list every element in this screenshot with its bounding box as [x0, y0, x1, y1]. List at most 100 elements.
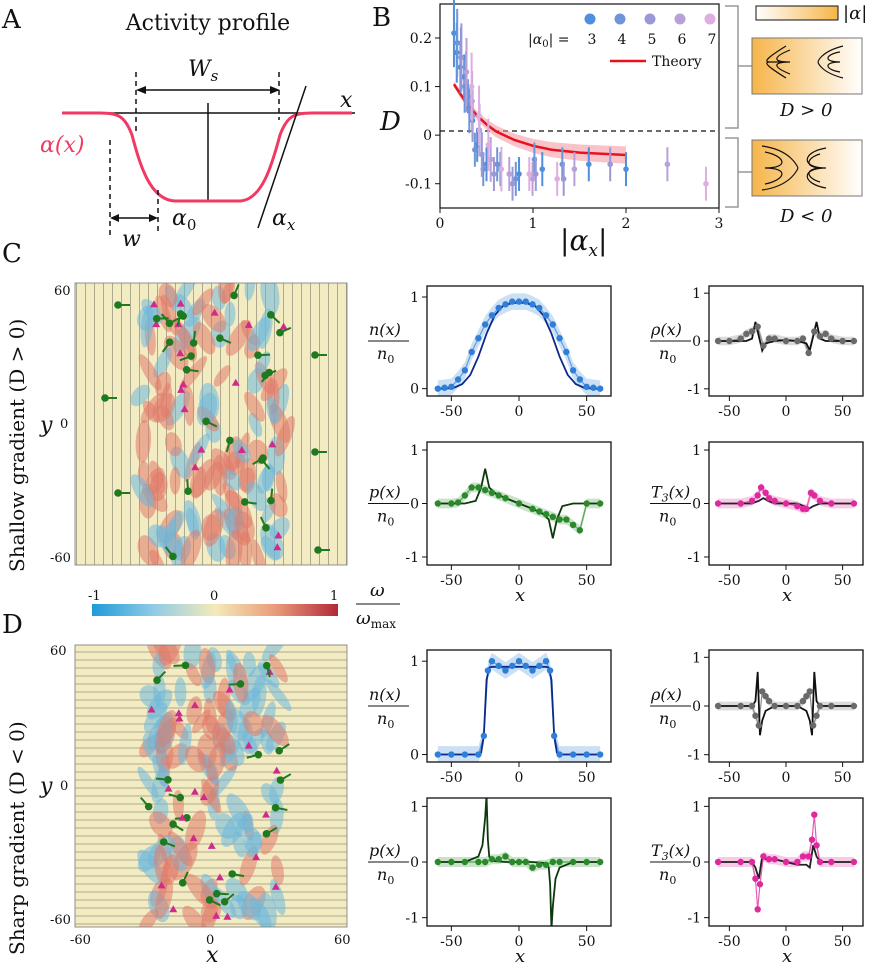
data-point-rho [762, 693, 769, 700]
plus-half-defect-head [228, 870, 237, 878]
data-point-p [536, 508, 543, 515]
data-point-n [454, 376, 462, 383]
data-point-T3 [805, 853, 812, 860]
profile-ytick-label: 0 [692, 855, 701, 871]
profile-xtick-label: 50 [834, 573, 852, 589]
point-7 [703, 180, 709, 187]
data-point-n [522, 298, 529, 305]
data-point-rho [765, 697, 773, 705]
profile-xlabel: x [782, 946, 792, 965]
data-point-T3 [762, 489, 769, 497]
data-point-p [542, 861, 550, 868]
minus-half-defect [169, 905, 178, 913]
plus-half-defect-head [276, 328, 284, 337]
data-point-rho [816, 333, 824, 340]
data-point-T3 [765, 856, 773, 863]
minus-half-defect [176, 299, 185, 307]
data-point-rho [806, 688, 813, 695]
vorticity-patch [164, 432, 182, 457]
plus-half-defect-head [213, 889, 221, 898]
alpha-colorbar-label: |α| [843, 3, 867, 24]
profile-ylabel-num: p(x) [369, 483, 401, 502]
minus-half-defect [274, 531, 283, 539]
profile-xlabel: x [515, 946, 525, 965]
vorticity-patch [222, 481, 243, 515]
profile-ytick-label: 1 [692, 286, 701, 302]
data-point-n [434, 385, 442, 392]
data-point-n [441, 384, 448, 391]
vorticity-patch [255, 351, 271, 375]
data-point-rho [799, 335, 807, 342]
data-point-p [529, 505, 536, 513]
panel-b-ytick-label: 0.1 [410, 80, 432, 96]
data-point-T3 [737, 500, 744, 507]
data-point-T3 [816, 497, 824, 505]
plus-half-defect-head [262, 524, 270, 532]
vorticity-patch [218, 283, 234, 305]
plus-half-defect-head [267, 496, 275, 505]
profile-xtick-label: -50 [718, 934, 741, 950]
vorticity-patch [138, 908, 159, 927]
profile-xtick-label: -50 [440, 770, 463, 786]
data-point-rho [828, 335, 835, 342]
ylabel-den-sub: 0 [387, 874, 394, 887]
profile-ylabel-den: n0 [659, 709, 676, 731]
data-point-rho [850, 337, 858, 345]
vorticity-patch [229, 894, 248, 920]
data-point-T3 [782, 500, 790, 507]
panel-b-side: |α| D > 0 D < 0 [725, 3, 867, 227]
profile-ytick-label: 0 [410, 382, 419, 398]
profile-ytick-label: 0 [692, 497, 701, 513]
profile-xtick-label: -50 [718, 404, 741, 420]
profile-xtick-label: 0 [515, 770, 524, 786]
data-point-p [448, 500, 455, 507]
data-point-p [502, 494, 509, 502]
data-point-rho [850, 702, 858, 710]
ylabel-tail: (x) [669, 841, 691, 860]
vorticity-label-num: ω [370, 580, 385, 601]
panel-letter-b: B [372, 3, 391, 33]
minus-half-defect [147, 705, 156, 713]
legend-value-3: 3 [588, 32, 597, 48]
ylabel-main: T [651, 483, 663, 502]
point-5 [607, 161, 613, 168]
data-point-rho [726, 337, 733, 345]
point-3 [516, 171, 522, 177]
profile-ytick-label: 1 [692, 799, 701, 815]
plus-half-defect-head [164, 775, 172, 784]
data-point-p [515, 500, 523, 507]
vorticity-patch [153, 844, 169, 885]
minus-half-defect [157, 881, 166, 889]
plus-half-defect-head [276, 776, 285, 784]
point-4 [512, 176, 519, 182]
ylabel-den-sub: 0 [669, 874, 676, 887]
defects-d [140, 661, 292, 920]
data-point-n [502, 667, 509, 674]
data-point-T3 [714, 858, 722, 866]
data-point-n [515, 658, 523, 665]
data-point-rho [760, 342, 767, 349]
ylabel-sub: 3 [662, 492, 669, 505]
point-3 [623, 166, 629, 172]
vorticity-patch [215, 812, 237, 840]
flow-c-ylabel: y [39, 413, 53, 438]
data-point-T3 [828, 500, 835, 507]
data-point-T3 [771, 856, 778, 863]
panel-c: C Shallow gradient (D > 0) 60 0 -60 y [2, 239, 348, 572]
data-point-p [536, 861, 543, 868]
data-point-p [583, 500, 590, 507]
panel-b-xtick-label: 2 [622, 216, 631, 232]
lower-label: D < 0 [779, 206, 832, 227]
point-3 [539, 166, 546, 172]
plus-half-defect-head [187, 352, 195, 360]
ylabel-den-main: n [377, 865, 387, 884]
data-point-n [495, 662, 502, 670]
vorticity-patch [138, 354, 162, 391]
vorticity-patch [244, 391, 265, 422]
plus-half-defect-head [311, 351, 319, 359]
alpha-curve-label: α(x) [40, 133, 84, 158]
data-point-p [448, 858, 455, 866]
data-point-n [569, 751, 577, 758]
data-point-rho [714, 337, 722, 345]
